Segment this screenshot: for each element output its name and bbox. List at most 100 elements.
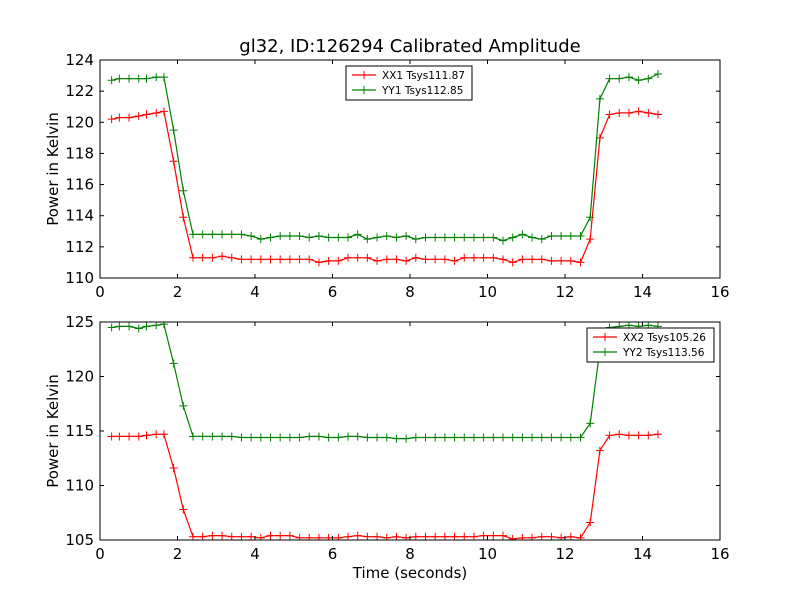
top-y-axis-label: Power in Kelvin <box>44 112 62 226</box>
data-point <box>125 322 134 331</box>
data-point <box>605 74 614 83</box>
data-point <box>115 74 124 83</box>
data-point <box>125 113 134 122</box>
legend-marker <box>601 333 609 341</box>
data-point <box>179 213 188 222</box>
data-point <box>382 255 391 264</box>
data-point <box>285 255 294 264</box>
x-tick-label: 4 <box>250 283 260 301</box>
x-tick-label: 2 <box>173 283 183 301</box>
data-point <box>107 76 116 85</box>
data-point <box>314 533 323 540</box>
legend-label: YY2 Tsys113.56 <box>622 347 705 359</box>
data-point <box>576 433 585 442</box>
data-point <box>295 255 304 264</box>
data-point <box>547 231 556 240</box>
data-point <box>247 231 256 240</box>
data-point <box>237 532 246 540</box>
data-point <box>518 255 527 264</box>
data-point <box>276 255 285 264</box>
data-point <box>198 253 207 262</box>
data-point <box>586 518 595 527</box>
data-point <box>179 186 188 195</box>
data-point <box>334 533 343 540</box>
data-point <box>208 432 217 441</box>
bottom-panel: 0 2 4 6 8 10 12 14 16 105 110 115 120 125 Power in Ke… <box>44 313 730 582</box>
data-point <box>227 432 236 441</box>
data-point <box>489 531 498 540</box>
data-point <box>256 255 265 264</box>
series-group <box>107 70 662 267</box>
data-point <box>411 433 420 442</box>
data-point <box>450 532 459 540</box>
data-point <box>499 531 507 540</box>
data-point <box>179 401 188 410</box>
data-point <box>134 112 143 121</box>
bottom-x-axis-label: Time (seconds) <box>352 564 468 582</box>
data-point <box>557 231 566 240</box>
data-point <box>189 230 197 239</box>
series-line-xx1 <box>111 110 659 264</box>
data-point <box>276 433 285 442</box>
data-point <box>392 434 401 443</box>
x-tick-label: 10 <box>478 283 497 301</box>
data-point <box>508 233 517 242</box>
data-point <box>189 432 197 441</box>
data-point <box>305 255 314 264</box>
data-point <box>624 431 633 440</box>
data-point <box>479 433 488 442</box>
data-point <box>353 230 362 239</box>
data-point <box>557 533 566 540</box>
data-point <box>411 532 420 540</box>
y-tick-label: 114 <box>65 207 94 225</box>
data-point <box>489 233 498 242</box>
data-point <box>353 531 362 540</box>
data-point <box>285 531 294 540</box>
legend-box <box>586 327 715 363</box>
legend-marker <box>360 86 368 94</box>
top-panel: gl32, ID:126294 Calibrated Amplitude 0 2 4… <box>44 36 730 301</box>
data-point <box>107 115 116 124</box>
data-point <box>440 433 449 442</box>
data-point <box>576 231 585 240</box>
legend-marker <box>360 71 368 79</box>
bottom-legend: XX2 Tsys105.26 YY2 Tsys113.56 <box>586 327 715 363</box>
data-point <box>218 230 227 239</box>
data-point <box>557 433 566 442</box>
data-point <box>450 433 459 442</box>
data-point <box>305 432 314 441</box>
data-point <box>159 73 168 82</box>
data-point <box>411 235 420 244</box>
data-point <box>576 258 585 267</box>
data-point <box>421 255 430 264</box>
data-point <box>247 532 256 540</box>
data-point <box>479 253 488 262</box>
data-point <box>208 230 217 239</box>
data-point <box>134 432 143 441</box>
data-point <box>654 70 662 79</box>
data-point <box>179 505 188 514</box>
data-point <box>237 230 246 239</box>
legend-box <box>345 65 473 101</box>
data-point <box>450 256 459 265</box>
y-tick-label: 110 <box>65 269 94 287</box>
data-point <box>566 532 575 540</box>
series-line-yy2 <box>111 323 659 440</box>
data-point <box>634 431 643 440</box>
data-point <box>159 430 168 439</box>
data-point <box>115 113 124 122</box>
data-point <box>469 253 478 262</box>
x-tick-label: 2 <box>173 545 183 563</box>
series-line-xx2 <box>111 433 659 540</box>
data-point <box>518 533 527 540</box>
data-point <box>256 533 265 540</box>
data-point <box>324 433 333 442</box>
data-point <box>402 434 411 443</box>
data-point <box>142 110 151 119</box>
data-point <box>115 322 124 331</box>
y-tick-label: 124 <box>65 51 94 69</box>
data-point <box>324 233 333 242</box>
y-tick-label: 115 <box>65 422 94 440</box>
y-tick-label: 112 <box>65 238 94 256</box>
data-point <box>237 255 246 264</box>
